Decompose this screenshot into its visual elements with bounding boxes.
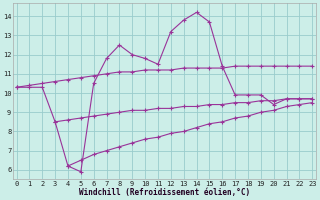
X-axis label: Windchill (Refroidissement éolien,°C): Windchill (Refroidissement éolien,°C) xyxy=(79,188,250,197)
